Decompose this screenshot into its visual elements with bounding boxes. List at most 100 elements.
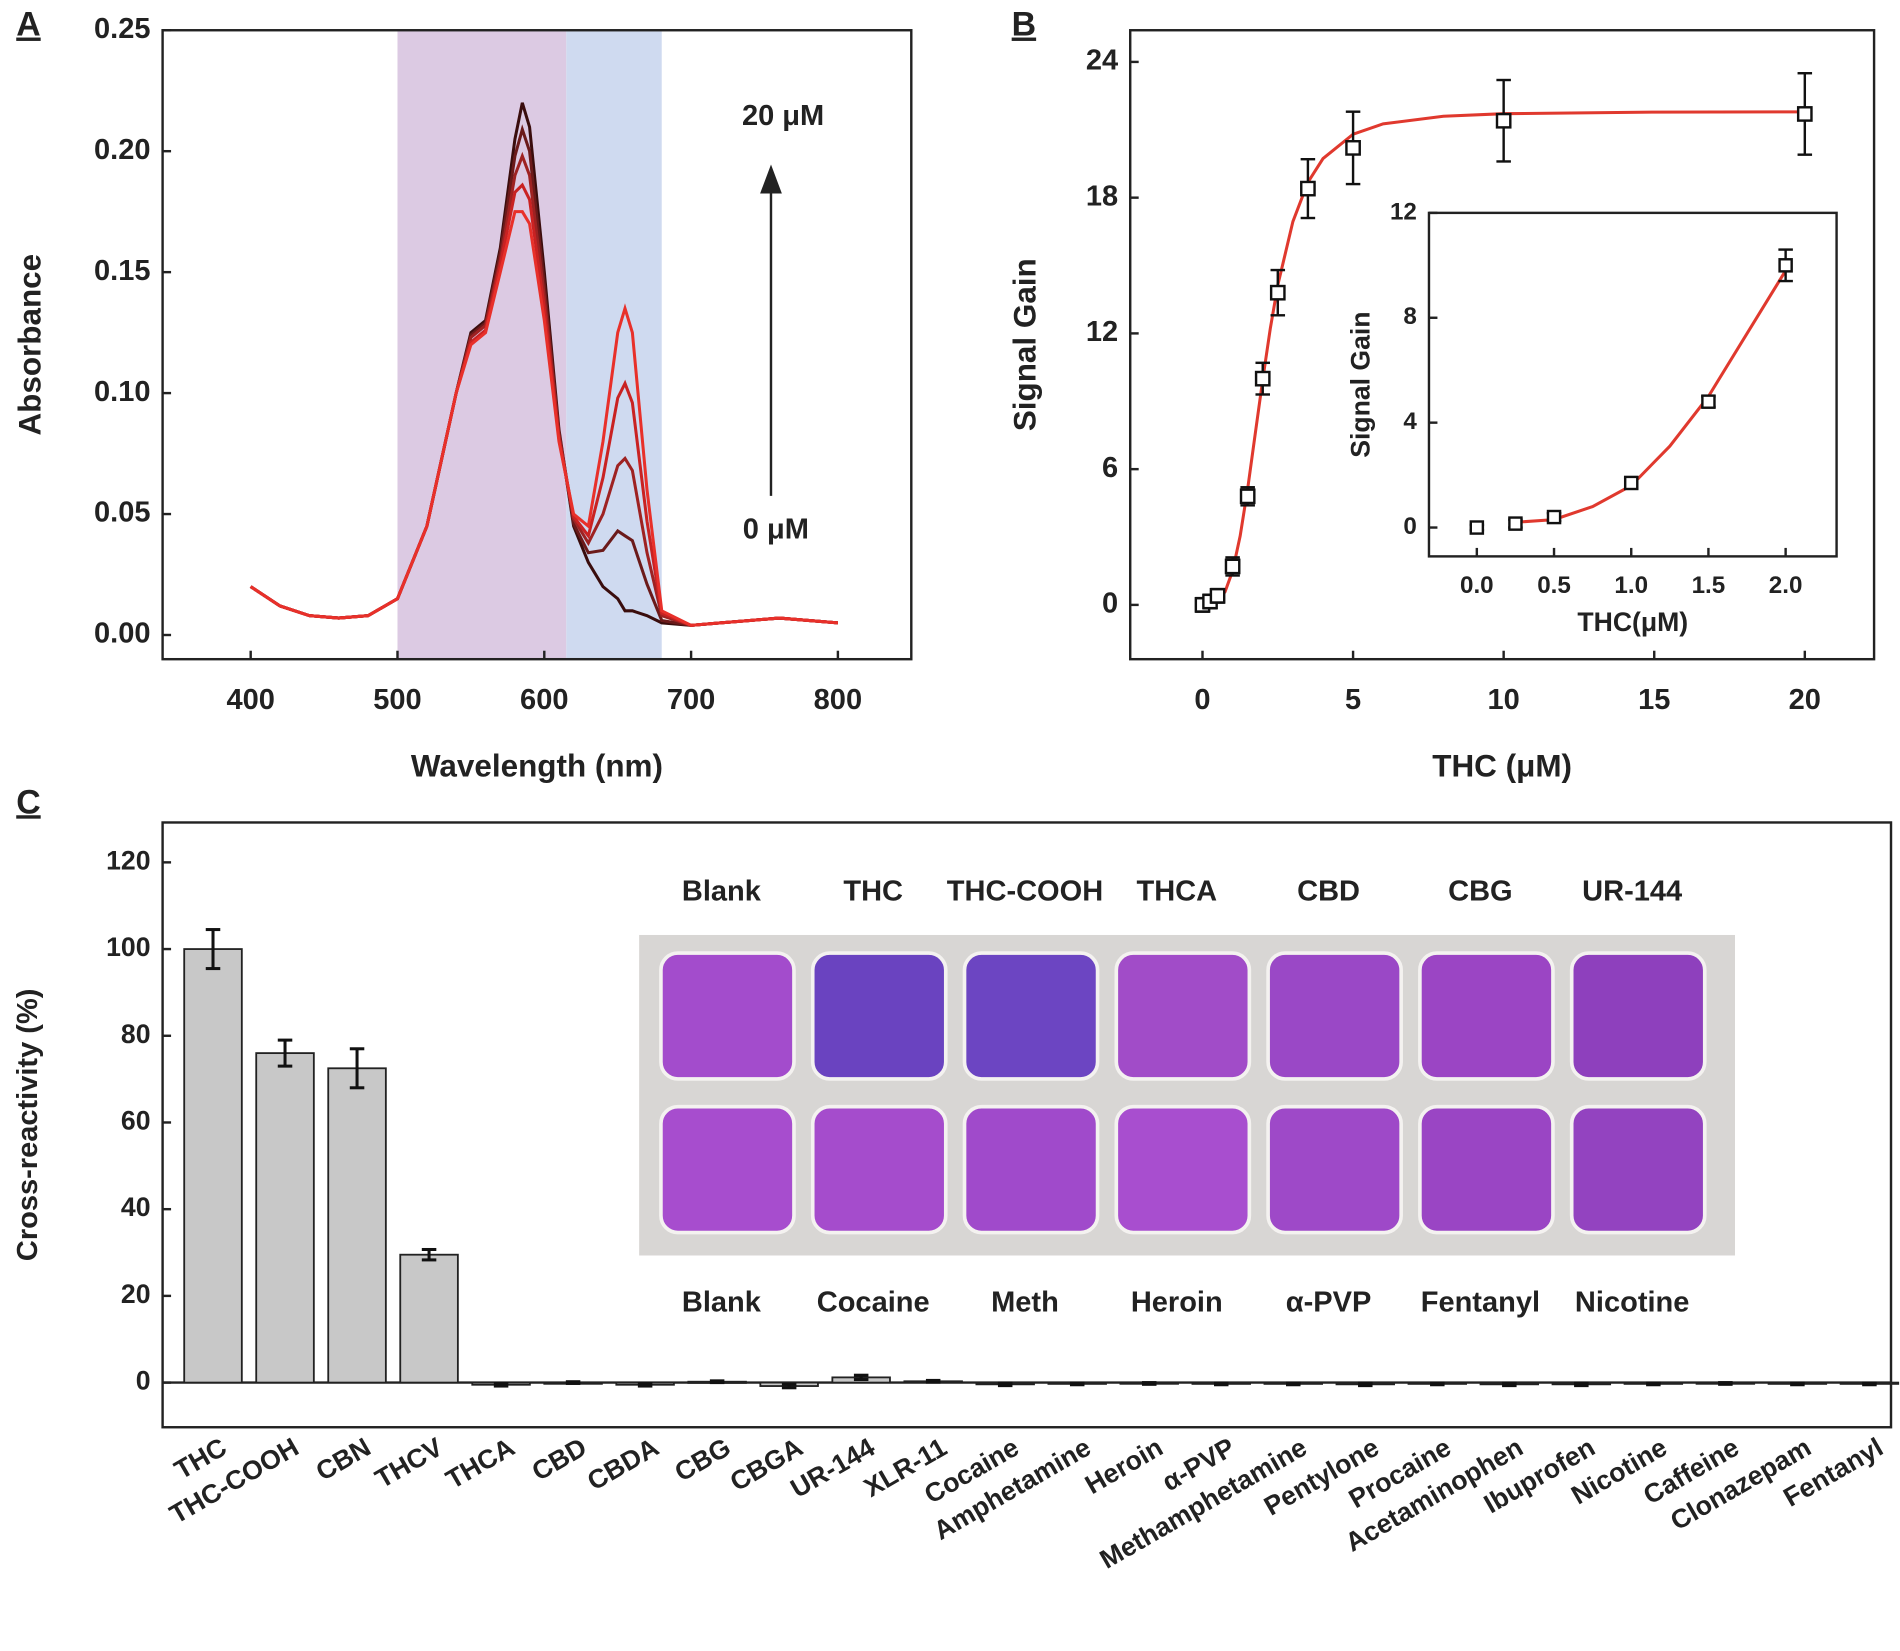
y-tick-label: 0 — [1102, 588, 1118, 620]
well — [1569, 1104, 1707, 1235]
data-point — [1269, 284, 1286, 301]
data-point — [1778, 258, 1793, 273]
well-label: CBD — [1297, 875, 1360, 907]
well — [1569, 951, 1707, 1081]
x-axis-label: Wavelength (nm) — [411, 748, 663, 783]
well — [962, 951, 1100, 1081]
error-bar — [925, 1378, 941, 1384]
data-point — [1224, 558, 1241, 575]
panel-label: A — [16, 6, 40, 44]
y-axis-label: Signal Gain — [1008, 258, 1043, 431]
y-tick-label: 24 — [1086, 45, 1118, 77]
error-bar — [205, 928, 221, 971]
well-label: CBG — [1448, 875, 1512, 907]
well — [1418, 1104, 1555, 1235]
well-label: α-PVP — [1286, 1287, 1372, 1319]
well-label: THC-COOH — [947, 875, 1103, 907]
well-label: Blank — [682, 875, 762, 907]
x-tick-label: 20 — [1789, 684, 1821, 716]
well-label: Nicotine — [1575, 1287, 1689, 1319]
y-tick-label: 0.25 — [94, 13, 150, 45]
y-axis-label: Signal Gain — [1345, 311, 1375, 457]
error-bar — [493, 1381, 509, 1388]
well — [1266, 1104, 1403, 1235]
well — [659, 951, 796, 1081]
y-tick-label: 0 — [136, 1366, 151, 1396]
well-label: THCA — [1136, 875, 1217, 907]
y-tick-label: 0.20 — [94, 134, 150, 166]
y-tick-label: 0 — [1403, 513, 1416, 540]
error-bar — [709, 1379, 725, 1385]
y-tick-label: 0.00 — [94, 618, 150, 650]
error-bar — [781, 1382, 797, 1390]
error-bar — [1790, 1381, 1805, 1387]
arrow-head — [760, 164, 782, 194]
y-tick-label: 12 — [1390, 198, 1417, 225]
error-bar — [1141, 1381, 1157, 1386]
error-bar — [1718, 1381, 1733, 1386]
panel: 0 20 40 60 80 100 120 Cross-reactivity (%) C THC T… — [12, 783, 1900, 1575]
shaded-region — [566, 31, 662, 658]
y-axis-label: Absorbance — [12, 254, 47, 436]
well — [810, 1104, 948, 1235]
y-tick-label: 120 — [106, 845, 150, 875]
x-tick-label: 10 — [1488, 684, 1520, 716]
well — [1418, 951, 1555, 1081]
y-tick-label: 40 — [121, 1192, 151, 1222]
x-tick-label: 2.0 — [1769, 572, 1803, 599]
y-tick-label: 6 — [1102, 452, 1118, 484]
x-tick-label: 400 — [226, 684, 274, 716]
y-tick-label: 0.05 — [94, 497, 150, 529]
x-tick-label: 15 — [1638, 684, 1670, 716]
error-bar — [349, 1047, 365, 1090]
x-axis-label: THC (μM) — [1432, 748, 1572, 783]
data-point — [1254, 370, 1271, 387]
data-point — [1508, 516, 1523, 531]
y-tick-label: 18 — [1086, 180, 1118, 212]
well-label: Cocaine — [817, 1287, 930, 1319]
plot-frame — [1129, 29, 1876, 661]
x-tick-label: 1.0 — [1614, 572, 1648, 599]
well — [1266, 951, 1403, 1081]
panel: 0.00 0.05 0.10 0.15 0.20 0.25 400 500 600 700 800 W… — [12, 6, 913, 783]
error-bar — [277, 1038, 293, 1068]
y-axis-label: Cross-reactivity (%) — [12, 989, 44, 1262]
y-tick-label: 4 — [1403, 408, 1417, 435]
data-point — [1495, 112, 1512, 129]
x-tick-label: 800 — [814, 684, 862, 716]
shaded-region — [397, 31, 567, 658]
y-tick-label: 80 — [121, 1019, 151, 1049]
well — [659, 1104, 796, 1235]
plot-frame — [1427, 211, 1838, 558]
plot-frame — [161, 29, 913, 661]
error-bar — [1069, 1381, 1085, 1387]
error-bar — [421, 1247, 437, 1262]
well — [810, 951, 948, 1081]
error-bar — [1286, 1381, 1301, 1387]
bar — [255, 1052, 315, 1384]
bar — [183, 948, 243, 1384]
well-label: Blank — [682, 1287, 762, 1319]
error-bar — [853, 1373, 869, 1382]
error-bar — [1358, 1381, 1373, 1388]
y-tick-label: 20 — [121, 1279, 151, 1309]
y-tick-label: 100 — [106, 932, 150, 962]
well-label: Fentanyl — [1421, 1287, 1540, 1319]
data-point — [1209, 587, 1226, 604]
x-tick-label: 0.0 — [1460, 572, 1494, 599]
panel: 0 4 8 12 0.0 0.5 1.0 1.5 2.0 THC(μM) Signal Gain — [1345, 198, 1838, 637]
y-tick-label: 0.15 — [94, 255, 150, 287]
plot-frame — [161, 821, 1893, 1429]
annotation: 20 μM — [742, 100, 824, 132]
error-bar — [565, 1380, 581, 1385]
x-tick-label: 700 — [667, 684, 715, 716]
error-bar — [1862, 1381, 1877, 1387]
x-tick-label: 1.5 — [1692, 572, 1726, 599]
data-point — [1345, 140, 1361, 156]
well — [1114, 1104, 1252, 1235]
error-bar — [1574, 1381, 1589, 1388]
well-label: UR-144 — [1582, 875, 1682, 907]
x-axis-label: THC(μM) — [1577, 607, 1688, 637]
y-tick-label: 60 — [121, 1106, 151, 1136]
